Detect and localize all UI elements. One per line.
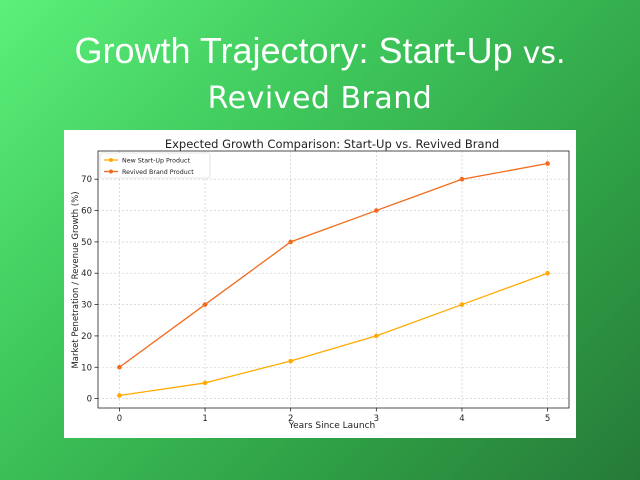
- series-line: [119, 272, 548, 397]
- slide-title-main: Growth Trajectory: Start-Up: [74, 30, 513, 71]
- slide-title: Growth Trajectory: Start-Up vs. Revived …: [0, 28, 640, 121]
- y-tick-label: 30: [81, 301, 92, 311]
- y-tick-label: 50: [81, 238, 92, 248]
- x-tick-label: 5: [545, 414, 550, 424]
- series-layer: [117, 161, 550, 398]
- y-tick-label: 0: [87, 395, 92, 405]
- grid-lines: [98, 151, 569, 408]
- series-1: [117, 270, 550, 398]
- data-point: [374, 208, 379, 213]
- y-tick-label: 70: [81, 175, 92, 185]
- legend-label: Revived Brand Product: [122, 169, 194, 176]
- slide-title-line2: Revived Brand: [207, 81, 433, 116]
- slide-title-line1: Growth Trajectory: Start-Up vs.: [0, 28, 640, 77]
- chart-title: Expected Growth Comparison: Start-Up vs.…: [165, 137, 499, 151]
- data-point: [545, 161, 550, 166]
- x-tick-label: 0: [117, 414, 122, 424]
- legend: New Start-Up Product Revived Brand Produc…: [99, 152, 211, 179]
- x-tick-label: 1: [202, 414, 207, 424]
- legend-marker: [109, 169, 113, 174]
- data-point: [202, 302, 208, 307]
- y-tick-label: 40: [81, 269, 92, 279]
- y-tick-label: 60: [81, 207, 92, 217]
- x-axis-ticks: 0 1 2 3 4 5: [117, 408, 550, 424]
- y-axis-ticks: 0 10 20 30 40 50 60 70: [81, 175, 98, 405]
- data-point: [545, 270, 550, 276]
- x-tick-label: 3: [374, 414, 379, 424]
- data-point: [117, 393, 122, 398]
- x-tick-label: 2: [288, 414, 293, 424]
- legend-box: [99, 152, 211, 179]
- line-chart: Expected Growth Comparison: Start-Up vs.…: [71, 137, 570, 431]
- x-tick-label: 4: [459, 414, 464, 424]
- y-tick-label: 10: [81, 363, 92, 373]
- legend-label: New Start-Up Product: [122, 158, 190, 165]
- slide-title-vs: vs.: [522, 36, 566, 71]
- data-point: [459, 302, 465, 307]
- x-axis-label: Years Since Launch: [288, 421, 375, 431]
- data-point: [374, 333, 379, 339]
- series-line: [119, 162, 548, 368]
- data-point: [288, 239, 293, 245]
- series-2: [117, 161, 550, 370]
- plot-frame: [97, 150, 570, 409]
- data-point: [202, 380, 208, 386]
- data-point: [459, 176, 465, 182]
- y-axis-label: Market Penetration / Revenue Growth (%): [71, 191, 81, 368]
- chart-card: Expected Growth Comparison: Start-Up vs.…: [64, 130, 576, 438]
- legend-marker: [109, 158, 113, 162]
- data-point: [117, 364, 122, 370]
- y-tick-label: 20: [81, 332, 92, 342]
- data-point: [288, 358, 293, 364]
